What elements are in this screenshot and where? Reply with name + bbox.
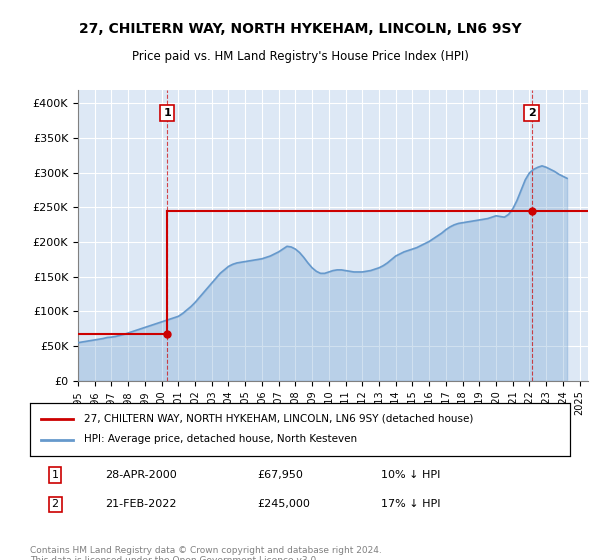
Text: 21-FEB-2022: 21-FEB-2022	[106, 500, 177, 510]
Text: 2: 2	[528, 108, 536, 118]
Text: 1: 1	[52, 470, 59, 480]
Text: £67,950: £67,950	[257, 470, 302, 480]
Text: Price paid vs. HM Land Registry's House Price Index (HPI): Price paid vs. HM Land Registry's House …	[131, 50, 469, 63]
Text: 10% ↓ HPI: 10% ↓ HPI	[381, 470, 440, 480]
Text: 27, CHILTERN WAY, NORTH HYKEHAM, LINCOLN, LN6 9SY: 27, CHILTERN WAY, NORTH HYKEHAM, LINCOLN…	[79, 22, 521, 36]
Text: HPI: Average price, detached house, North Kesteven: HPI: Average price, detached house, Nort…	[84, 435, 357, 445]
Text: 28-APR-2000: 28-APR-2000	[106, 470, 178, 480]
Text: Contains HM Land Registry data © Crown copyright and database right 2024.
This d: Contains HM Land Registry data © Crown c…	[30, 546, 382, 560]
Text: 27, CHILTERN WAY, NORTH HYKEHAM, LINCOLN, LN6 9SY (detached house): 27, CHILTERN WAY, NORTH HYKEHAM, LINCOLN…	[84, 413, 473, 423]
Text: 1: 1	[163, 108, 171, 118]
Text: £245,000: £245,000	[257, 500, 310, 510]
Text: 17% ↓ HPI: 17% ↓ HPI	[381, 500, 440, 510]
Text: 2: 2	[52, 500, 59, 510]
